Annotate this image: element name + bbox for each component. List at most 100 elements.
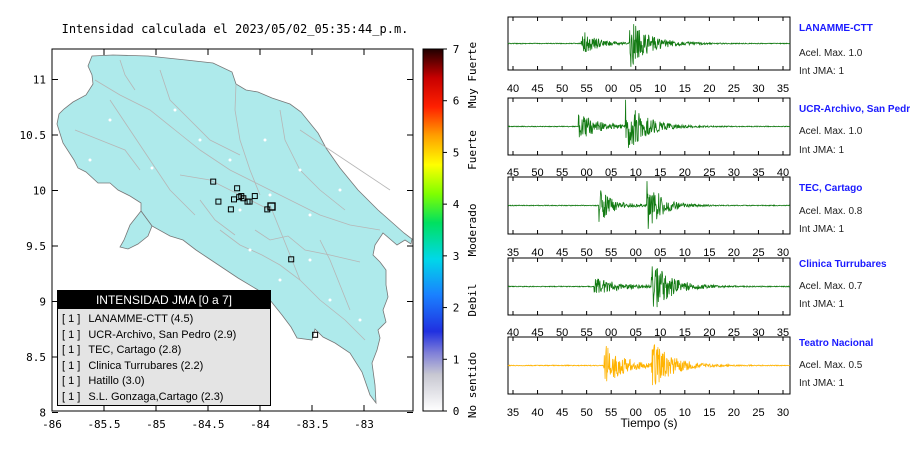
- seismogram-tick-label: 05: [630, 83, 642, 95]
- seismogram-trace: [507, 99, 791, 148]
- seismogram-tick-label: 25: [728, 83, 740, 95]
- colorbar-category-label: Moderado: [466, 204, 479, 257]
- colorbar-category-label: Debil: [466, 283, 479, 316]
- seismogram-xlabel: Tiempo (s): [621, 416, 678, 430]
- seismogram-tick-label: 55: [581, 83, 593, 95]
- station-accel: Acel. Max. 0.5: [799, 360, 863, 371]
- seismogram-tick-label: 15: [679, 327, 691, 339]
- station-marker: [210, 178, 217, 185]
- seismogram-tick-label: 30: [752, 327, 764, 339]
- seismogram-tick-label: 25: [703, 167, 715, 179]
- seismogram-tick-label: 45: [531, 83, 543, 95]
- seismogram-tick-label: 00: [581, 167, 593, 179]
- colorbar-tick-label: 4: [453, 198, 460, 211]
- colorbar-tick-label: 1: [453, 353, 460, 366]
- lon-tick-label: -86: [42, 418, 62, 431]
- colorbar-tick-label: 3: [453, 250, 460, 263]
- seismogram-tick-label: 05: [654, 407, 666, 419]
- seismogram-tick-label: 50: [556, 83, 568, 95]
- seismogram-tick-label: 45: [507, 167, 519, 179]
- legend-row: [ 1 ] Clinica Turrubares (2.2): [62, 359, 204, 372]
- station-marker: [234, 185, 241, 192]
- station-jma: Int JMA: 1: [799, 378, 845, 389]
- seismogram-tick-label: 50: [556, 327, 568, 339]
- seismogram-trace: [507, 344, 791, 386]
- seismogram-tick-label: 55: [581, 327, 593, 339]
- seismogram-tick-label: 25: [752, 247, 764, 259]
- seismogram-tick-label: 40: [777, 167, 789, 179]
- colorbar-tick-label: 0: [453, 405, 460, 418]
- station-marker: [267, 202, 276, 211]
- seismogram-tick-label: 15: [679, 83, 691, 95]
- seismogram-trace: [507, 181, 791, 229]
- seismogram-tick-label: 10: [630, 167, 642, 179]
- seismogram-tick-label: 20: [728, 247, 740, 259]
- station-jma: Int JMA: 1: [799, 224, 845, 235]
- seismogram-tick-label: 30: [752, 83, 764, 95]
- seismogram-tick-label: 45: [556, 407, 568, 419]
- legend-row: [ 1 ] LANAMME-CTT (4.5): [62, 313, 194, 325]
- colorbar-category-label: No sentido: [466, 352, 479, 418]
- station-accel: Acel. Max. 1.0: [799, 48, 863, 59]
- station-marker: [288, 256, 295, 263]
- seismogram-tick-label: 00: [630, 407, 642, 419]
- station-name: Teatro Nacional: [799, 338, 874, 349]
- seismogram-tick-label: 05: [605, 167, 617, 179]
- station-name: UCR-Archivo, San Pedro: [799, 104, 910, 115]
- lat-tick-label: 8.5: [26, 351, 46, 364]
- lat-tick-label: 8: [39, 407, 46, 420]
- legend-row: [ 1 ] UCR-Archivo, San Pedro (2.9): [62, 328, 237, 341]
- legend-row: [ 1 ] Hatillo (3.0): [62, 375, 145, 387]
- seismogram-tick-label: 40: [531, 407, 543, 419]
- seismogram-tick-label: 45: [531, 327, 543, 339]
- colorbar-tick-label: 6: [453, 95, 460, 108]
- seismogram-trace: [507, 24, 791, 67]
- lat-tick-label: 11: [33, 74, 46, 87]
- intensity-legend: INTENSIDAD JMA [0 a 7] [ 1 ] LANAMME-CTT …: [57, 290, 271, 406]
- seismogram-tick-label: 10: [654, 327, 666, 339]
- seismogram-tick-label: 15: [703, 407, 715, 419]
- seismogram-tick-label: 35: [507, 407, 519, 419]
- seismogram-tick-label: 40: [507, 327, 519, 339]
- lat-tick-label: 9: [39, 296, 46, 309]
- seismogram-tick-label: 55: [605, 247, 617, 259]
- station-name: TEC, Cartago: [799, 183, 863, 194]
- lat-tick-label: 9.5: [26, 240, 46, 253]
- map-title: Intensidad calculada el 2023/05/02_05:35…: [61, 22, 409, 36]
- colorbar-tick-label: 7: [453, 43, 460, 56]
- legend-row: [ 1 ] TEC, Cartago (2.8): [62, 344, 182, 356]
- colorbar-category-label: Muy Fuerte: [466, 42, 479, 108]
- lon-tick-label: -83.5: [295, 418, 328, 431]
- seismogram-tick-label: 45: [556, 247, 568, 259]
- seismogram-tick-label: 05: [630, 327, 642, 339]
- legend-title: INTENSIDAD JMA [0 a 7]: [58, 291, 270, 309]
- colorbar-tick-label: 2: [453, 302, 460, 315]
- colorbar: [422, 48, 444, 412]
- seismogram-tick-label: 15: [703, 247, 715, 259]
- lon-tick-label: -85: [146, 418, 166, 431]
- seismogram-tick-label: 35: [507, 247, 519, 259]
- seismogram-tick-label: 55: [556, 167, 568, 179]
- seismogram-tick-label: 00: [605, 83, 617, 95]
- station-jma: Int JMA: 1: [799, 299, 845, 310]
- station-name: Clinica Turrubares: [799, 259, 887, 270]
- station-jma: Int JMA: 1: [799, 145, 845, 156]
- costa-rica-landmass: [56, 54, 413, 405]
- seismogram-tick-label: 05: [654, 247, 666, 259]
- station-marker: [215, 198, 222, 205]
- lon-tick-label: -84: [250, 418, 270, 431]
- seismogram-trace: [508, 266, 791, 308]
- legend-row: [ 1 ] S.L. Gonzaga,Cartago (2.3): [62, 390, 224, 403]
- seismogram-tick-label: 25: [752, 407, 764, 419]
- seismogram-tick-label: 20: [703, 327, 715, 339]
- lon-tick-label: -83: [354, 418, 374, 431]
- seismogram-tick-label: 30: [777, 247, 789, 259]
- seismogram-tick-label: 40: [507, 83, 519, 95]
- seismogram-tick-label: 25: [728, 327, 740, 339]
- lon-tick-label: -84.5: [191, 418, 224, 431]
- station-marker: [227, 206, 234, 213]
- seismogram-tick-label: 50: [581, 247, 593, 259]
- station-accel: Acel. Max. 0.7: [799, 281, 863, 292]
- station-name: LANAMME-CTT: [799, 23, 873, 34]
